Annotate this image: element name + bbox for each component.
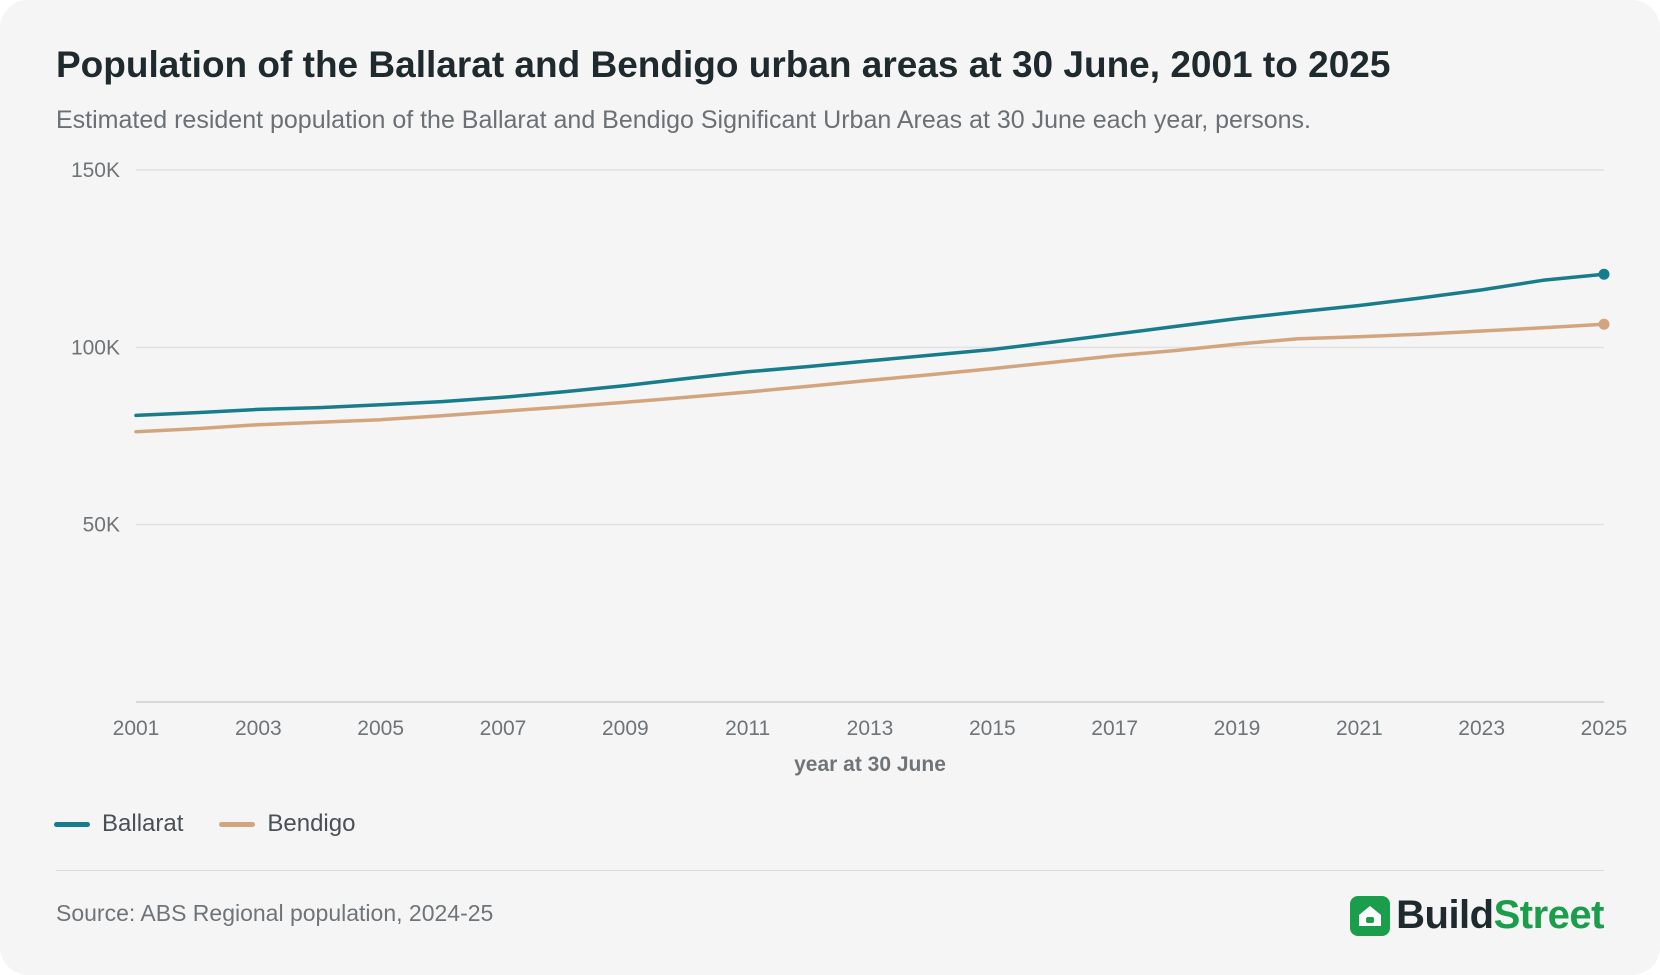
series-line-ballarat (134, 272, 1606, 418)
x-tick-label: 2017 (1091, 717, 1138, 740)
footer-divider (56, 870, 1604, 871)
x-tick-label: 2025 (1581, 717, 1628, 740)
y-tick-label: 100K (71, 336, 120, 359)
y-tick-label: 50K (83, 514, 120, 537)
x-tick-label: 2003 (235, 717, 282, 740)
line-chart: 50K 100K 150K 2001 2003 2005 2007 2009 2011 2013 2… (71, 159, 1628, 776)
x-tick-label: 2011 (725, 717, 770, 740)
legend-label: Ballarat (102, 810, 184, 837)
x-tick-label: 2005 (357, 717, 404, 740)
legend-label: Bendigo (267, 810, 356, 837)
x-tick-label: 2001 (113, 717, 160, 740)
series-endpoint-bendigo (1598, 318, 1610, 330)
x-axis-title: year at 30 June (794, 753, 946, 776)
house-icon (1350, 895, 1391, 936)
legend-item-bendigo[interactable]: Bendigo (219, 810, 355, 838)
brand-name-part2: Street (1493, 893, 1605, 937)
x-tick-label: 2019 (1214, 717, 1261, 740)
x-tick-label: 2007 (480, 717, 527, 740)
series-line-bendigo (134, 322, 1606, 434)
brand-name: BuildStreet (1396, 893, 1604, 938)
x-tick-label: 2021 (1336, 717, 1383, 740)
x-tick-label: 2009 (602, 717, 649, 740)
chart-legend: Ballarat Bendigo (54, 810, 391, 838)
x-tick-label: 2023 (1458, 717, 1505, 740)
source-note: Source: ABS Regional population, 2024-25 (56, 900, 494, 926)
x-tick-label: 2013 (847, 717, 894, 740)
brand-logo: BuildStreet (1350, 893, 1605, 938)
legend-item-ballarat[interactable]: Ballarat (54, 810, 183, 838)
brand-name-part1: Build (1396, 893, 1494, 937)
y-tick-label: 150K (71, 159, 120, 182)
chart-subtitle: Estimated resident population of the Bal… (56, 106, 1311, 134)
legend-swatch-bendigo (219, 821, 256, 827)
chart-title: Population of the Ballarat and Bendigo u… (56, 44, 1391, 85)
series-endpoint-ballarat (1598, 268, 1610, 280)
x-tick-label: 2015 (969, 717, 1016, 740)
legend-swatch-ballarat (54, 821, 90, 827)
